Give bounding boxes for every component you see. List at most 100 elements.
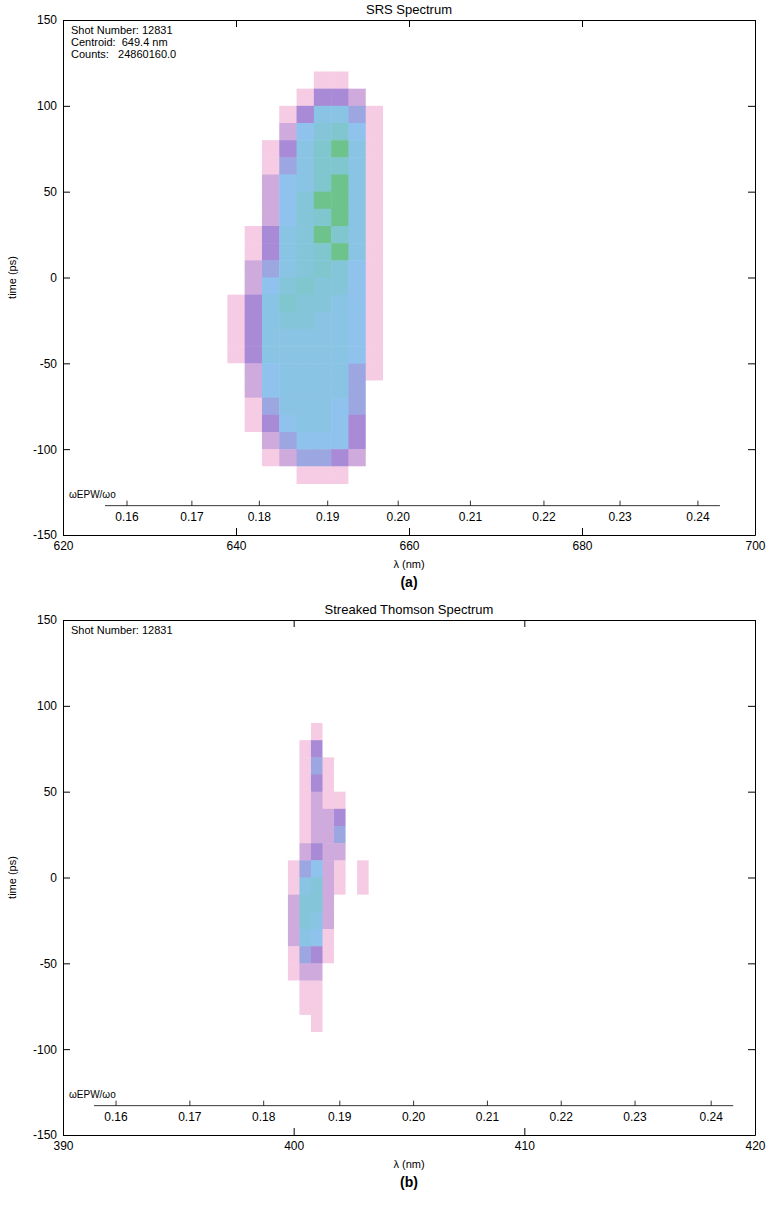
tick-mark <box>748 620 755 621</box>
heatmap-cell <box>297 398 315 416</box>
heatmap-cell <box>297 329 315 347</box>
heatmap-cell <box>311 843 323 861</box>
heatmap-cell <box>227 398 245 416</box>
tick: -150 <box>33 528 70 542</box>
heatmap-cell <box>383 123 401 141</box>
heatmap-cell <box>311 1032 323 1050</box>
tick: -100 <box>33 1043 70 1057</box>
heatmap-cell <box>279 140 297 158</box>
heatmap-cell <box>299 826 311 844</box>
heatmap-cell <box>210 432 228 450</box>
heatmap-cell <box>297 449 315 467</box>
heatmap-cell <box>366 449 384 467</box>
tick-mark <box>748 535 755 536</box>
tick-label: 400 <box>284 1139 304 1153</box>
heatmap-cell <box>331 89 349 107</box>
tick-label: 640 <box>226 539 246 553</box>
heatmap-cell <box>331 192 349 210</box>
heatmap-cell <box>314 415 332 433</box>
heatmap-cell <box>311 757 323 775</box>
heatmap-cell <box>299 792 311 810</box>
heatmap-cell <box>276 998 288 1016</box>
heatmap-cell <box>348 329 366 347</box>
axis-line <box>64 1135 756 1136</box>
heatmap-cell <box>383 278 401 296</box>
heatmap-cell <box>311 963 323 981</box>
heatmap-cell <box>334 1032 346 1050</box>
heatmap-cell <box>357 981 369 999</box>
freq-tick-mark <box>191 501 192 506</box>
tick-mark <box>236 528 237 535</box>
heatmap-cell <box>311 1015 323 1033</box>
heatmap-cell <box>288 1032 300 1050</box>
freq-tick-label: 0.17 <box>178 1110 202 1124</box>
y-axis: -150-100-50050100150 <box>33 613 70 1142</box>
heatmap-cell <box>311 878 323 896</box>
heatmap-cell <box>383 329 401 347</box>
heatmap-cell <box>314 157 332 175</box>
heatmap-cell <box>279 432 297 450</box>
heatmap-cell <box>288 946 300 964</box>
tick: 100 <box>37 699 70 713</box>
tick: 50 <box>44 185 70 199</box>
heatmap-cell <box>262 312 280 330</box>
heatmap-cell <box>346 740 358 758</box>
heatmap-cell <box>276 860 288 878</box>
heatmap-cell <box>334 809 346 827</box>
heatmap-cell <box>366 123 384 141</box>
heatmap-cell <box>348 449 366 467</box>
heatmap-cell <box>279 175 297 193</box>
heatmap-cell <box>279 260 297 278</box>
heatmap-cell <box>297 106 315 124</box>
heatmap-cell <box>311 912 323 930</box>
freq-tick-mark <box>398 501 399 506</box>
heatmap-cell <box>288 775 300 793</box>
heatmap-cell <box>331 106 349 124</box>
tick-label: 0 <box>50 271 57 285</box>
heatmap-cell <box>279 381 297 399</box>
heatmap-cell <box>210 175 228 193</box>
heatmap-cell <box>383 415 401 433</box>
heatmap-cell <box>210 466 228 484</box>
heatmap-cell <box>210 140 228 158</box>
tick-label: -150 <box>33 1128 57 1142</box>
annotation: Shot Number: 12831 <box>71 624 173 636</box>
heatmap-cell <box>346 826 358 844</box>
freq-tick-mark <box>635 1101 636 1106</box>
heatmap-cell <box>348 381 366 399</box>
heatmap-cell <box>323 809 335 827</box>
heatmap-cell <box>357 775 369 793</box>
heatmap-cell <box>297 415 315 433</box>
tick: -150 <box>33 1128 70 1142</box>
heatmap-cell <box>334 981 346 999</box>
tick-mark <box>63 792 70 793</box>
heatmap-cell <box>297 72 315 90</box>
heatmap-cell <box>383 398 401 416</box>
tick: 0 <box>50 871 70 885</box>
heatmap-cell <box>227 295 245 313</box>
tick <box>748 20 755 21</box>
heatmap-cell <box>314 398 332 416</box>
heatmap-cell <box>227 329 245 347</box>
heatmap-cell <box>314 140 332 158</box>
heatmap-cell <box>227 432 245 450</box>
tick-mark <box>524 620 525 627</box>
x-axis-title: λ (nm) <box>393 1158 424 1170</box>
tick-mark <box>294 1128 295 1135</box>
heatmap-cell <box>314 89 332 107</box>
tick: 410 <box>515 1128 535 1153</box>
tick-mark <box>582 20 583 27</box>
heatmap-cell <box>331 415 349 433</box>
heatmap-cell <box>297 432 315 450</box>
tick: -50 <box>40 957 70 971</box>
tick-label: -50 <box>40 357 58 371</box>
heatmap-cell <box>245 278 263 296</box>
freq-tick-mark <box>470 501 471 506</box>
heatmap-cell <box>331 140 349 158</box>
freq-tick-label: 0.21 <box>476 1110 500 1124</box>
heatmap-cell <box>348 295 366 313</box>
heatmap-cell <box>245 312 263 330</box>
heatmap-cell <box>245 381 263 399</box>
heatmap-cell <box>314 329 332 347</box>
heatmap-cell <box>314 243 332 261</box>
